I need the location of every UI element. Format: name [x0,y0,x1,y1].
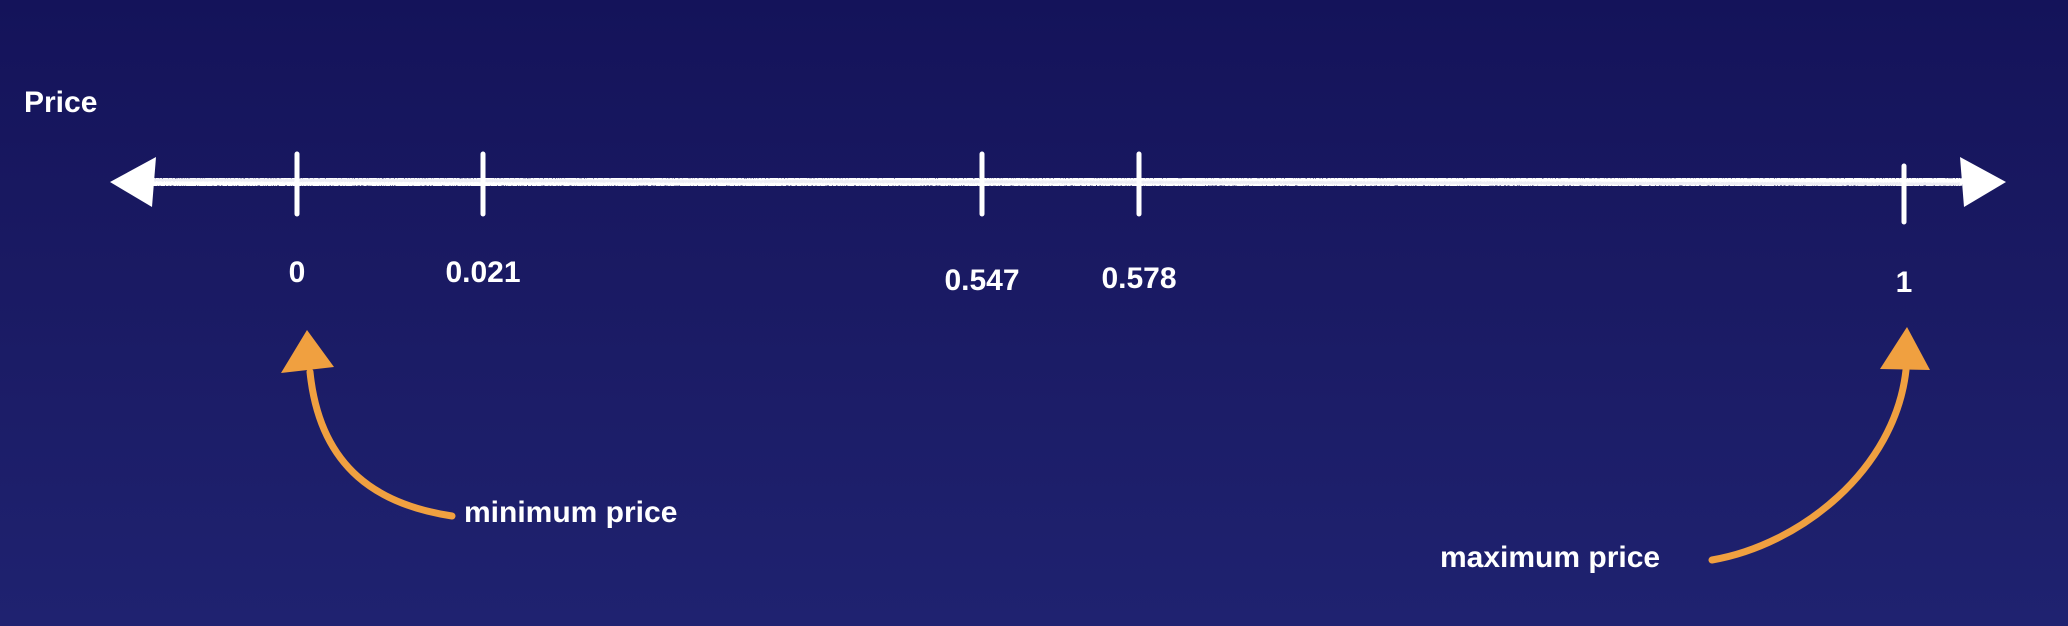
min-arrowhead-icon [281,330,334,373]
axis-line [146,178,1964,186]
tick-label-1: 1 [1895,266,1913,299]
min-annotation-arrow [281,330,456,520]
tick-marks [294,151,1907,225]
max-annotation-arrow [1708,327,1930,564]
tick-label-0.547: 0.547 [944,264,1020,297]
minimum-price-label: minimum price [464,496,678,529]
right-arrowhead-icon [1960,157,2006,207]
maximum-price-label: maximum price [1440,541,1661,574]
tick-label-0.021: 0.021 [445,256,521,289]
left-arrowhead-icon [110,157,156,207]
max-arrowhead-icon [1880,327,1930,370]
tick-label-0: 0 [288,256,306,289]
tick-label-0.578: 0.578 [1101,262,1177,295]
axis-title: Price [24,86,98,119]
